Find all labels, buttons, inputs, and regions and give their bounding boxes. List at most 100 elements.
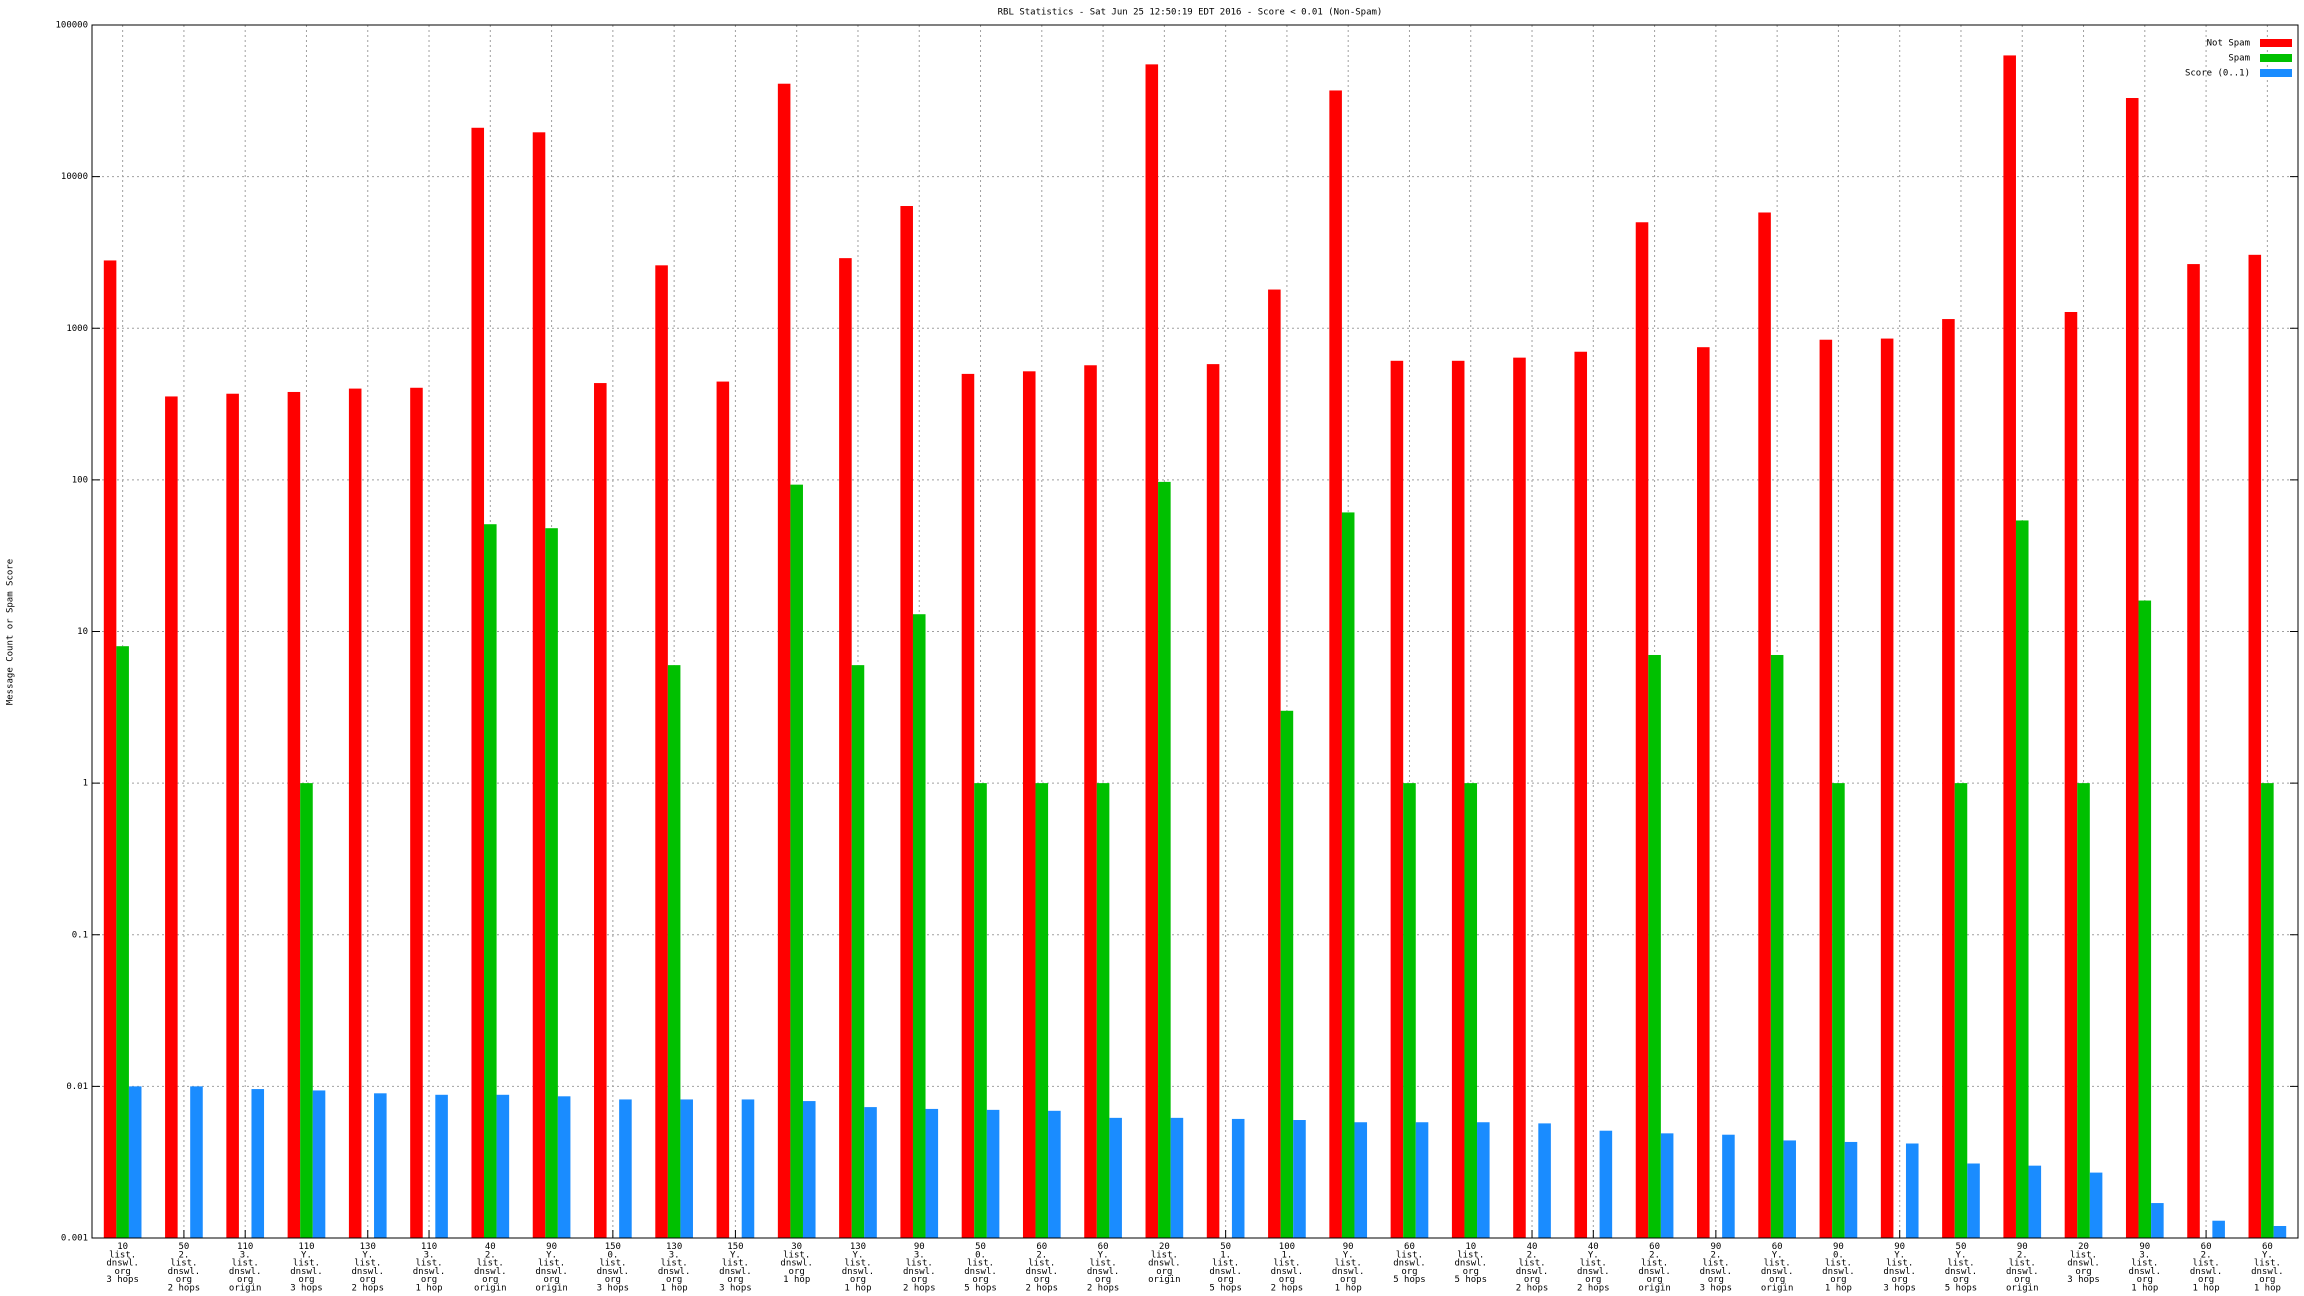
- bar: [1158, 481, 1171, 1238]
- bar: [484, 524, 497, 1238]
- x-tick-label: 90 Y. list. dnswl. org 1 hop: [1332, 1242, 1365, 1294]
- bar: [128, 1086, 142, 1238]
- bar: [974, 783, 987, 1238]
- x-tick-label: 90 Y. list. dnswl. org 3 hops: [1883, 1242, 1916, 1294]
- bar: [2028, 1165, 2042, 1238]
- bar: [1035, 783, 1049, 1238]
- y-tick-label: 100: [72, 475, 88, 485]
- bar: [1109, 1117, 1122, 1238]
- x-tick-label: 90 2. list. dnswl. org 3 hops: [1700, 1242, 1733, 1294]
- bar: [1574, 351, 1588, 1238]
- y-tick-label: 10: [77, 627, 88, 637]
- bar: [312, 1090, 326, 1238]
- x-tick-label: 150 Y. list. dnswl. org 3 hops: [719, 1242, 752, 1294]
- bar: [116, 646, 129, 1238]
- x-tick-label: 60 list. dnswl. org 5 hops: [1393, 1242, 1426, 1285]
- bar: [287, 391, 301, 1238]
- x-tick-label: 60 Y. list. dnswl. org 1 hop: [2251, 1242, 2284, 1294]
- x-tick-label: 130 3. list. dnswl. org 1 hop: [658, 1242, 691, 1294]
- bar: [1967, 1163, 1980, 1238]
- bar: [1415, 1122, 1429, 1238]
- bar: [557, 1096, 571, 1238]
- bar: [1513, 357, 1526, 1239]
- x-tick-label: 30 list. dnswl. org 1 hop: [780, 1242, 813, 1285]
- bar: [348, 388, 362, 1238]
- bar: [190, 1086, 203, 1238]
- bar: [2003, 55, 2016, 1238]
- x-tick-label: 90 Y. list. dnswl. org origin: [535, 1242, 568, 1294]
- legend-swatch: [2260, 39, 2292, 47]
- x-tick-label: 90 2. list. dnswl. org origin: [2006, 1242, 2039, 1294]
- bar: [1844, 1141, 1858, 1238]
- x-tick-label: 50 1. list. dnswl. org 5 hops: [1209, 1242, 1242, 1294]
- x-tick-label: 150 0. list. dnswl. org 3 hops: [597, 1242, 630, 1294]
- x-tick-label: 90 3. list. dnswl. org 2 hops: [903, 1242, 936, 1294]
- bar: [1451, 360, 1465, 1238]
- x-tick-label: 90 0. list. dnswl. org 1 hop: [1822, 1242, 1855, 1294]
- legend-label: Score (0..1): [2185, 69, 2250, 79]
- bar: [986, 1109, 1000, 1238]
- bar: [655, 265, 668, 1238]
- y-tick-label: 100000: [55, 21, 88, 31]
- bar: [1648, 654, 1661, 1238]
- bar: [1170, 1117, 1184, 1238]
- x-tick-label: 50 0. list. dnswl. org 5 hops: [964, 1242, 997, 1294]
- bar: [2248, 254, 2262, 1238]
- bar: [1758, 212, 1771, 1238]
- bar: [1145, 64, 1159, 1238]
- x-tick-label: 130 Y. list. dnswl. org 2 hops: [351, 1242, 384, 1294]
- bar: [1022, 371, 1036, 1238]
- bar: [619, 1099, 632, 1238]
- bar: [1770, 654, 1784, 1238]
- y-tick-label: 0.01: [66, 1082, 88, 1092]
- x-tick-label: 60 Y. list. dnswl. org origin: [1761, 1242, 1794, 1294]
- bar: [680, 1099, 693, 1238]
- x-tick-label: 40 2. list. dnswl. org 2 hops: [1516, 1242, 1549, 1294]
- y-tick-label: 10000: [61, 172, 88, 182]
- bar: [1942, 319, 1955, 1238]
- bar: [1697, 347, 1710, 1238]
- x-tick-label: 40 Y. list. dnswl. org 2 hops: [1577, 1242, 1610, 1294]
- y-tick-label: 1000: [66, 324, 88, 334]
- bar: [1880, 338, 1894, 1238]
- bar: [2273, 1225, 2287, 1238]
- bar: [1538, 1123, 1551, 1238]
- x-tick-label: 10 list. dnswl. org 5 hops: [1454, 1242, 1487, 1285]
- bar: [2077, 783, 2090, 1238]
- bar: [1293, 1120, 1306, 1238]
- y-tick-label: 0.1: [72, 930, 88, 940]
- x-tick-label: 100 1. list. dnswl. org 2 hops: [1271, 1242, 1304, 1294]
- bar: [839, 258, 852, 1238]
- bar: [2015, 520, 2029, 1238]
- bar: [1231, 1118, 1245, 1238]
- bar: [1660, 1133, 1674, 1238]
- bar: [961, 373, 975, 1238]
- bar: [1403, 783, 1416, 1238]
- bar: [1783, 1140, 1796, 1238]
- bar: [1390, 360, 1404, 1238]
- bar: [2138, 600, 2152, 1238]
- x-tick-label: 60 2. list. dnswl. org origin: [1638, 1242, 1671, 1294]
- legend-label: Spam: [2228, 54, 2250, 64]
- bar: [545, 528, 558, 1238]
- bar: [300, 783, 313, 1238]
- bar: [2089, 1172, 2103, 1238]
- plot-frame: [91, 24, 2299, 1239]
- bar: [471, 127, 485, 1238]
- bar: [226, 393, 239, 1238]
- bar: [2187, 264, 2200, 1239]
- bar: [410, 387, 423, 1238]
- x-tick-label: 60 2. list. dnswl. org 2 hops: [1026, 1242, 1059, 1294]
- bar: [1599, 1130, 1613, 1238]
- bar: [1280, 710, 1294, 1238]
- chart-title: RBL Statistics - Sat Jun 25 12:50:19 EDT…: [998, 8, 1383, 18]
- bar: [1832, 783, 1845, 1238]
- bar: [165, 396, 178, 1238]
- bar: [777, 83, 791, 1238]
- bar: [912, 614, 926, 1238]
- bar: [667, 665, 681, 1238]
- x-tick-label: 20 list. dnswl. org 3 hops: [2067, 1242, 2100, 1285]
- bar: [716, 381, 730, 1239]
- bar: [103, 260, 117, 1238]
- x-tick-label: 20 list. dnswl. org origin: [1148, 1242, 1181, 1285]
